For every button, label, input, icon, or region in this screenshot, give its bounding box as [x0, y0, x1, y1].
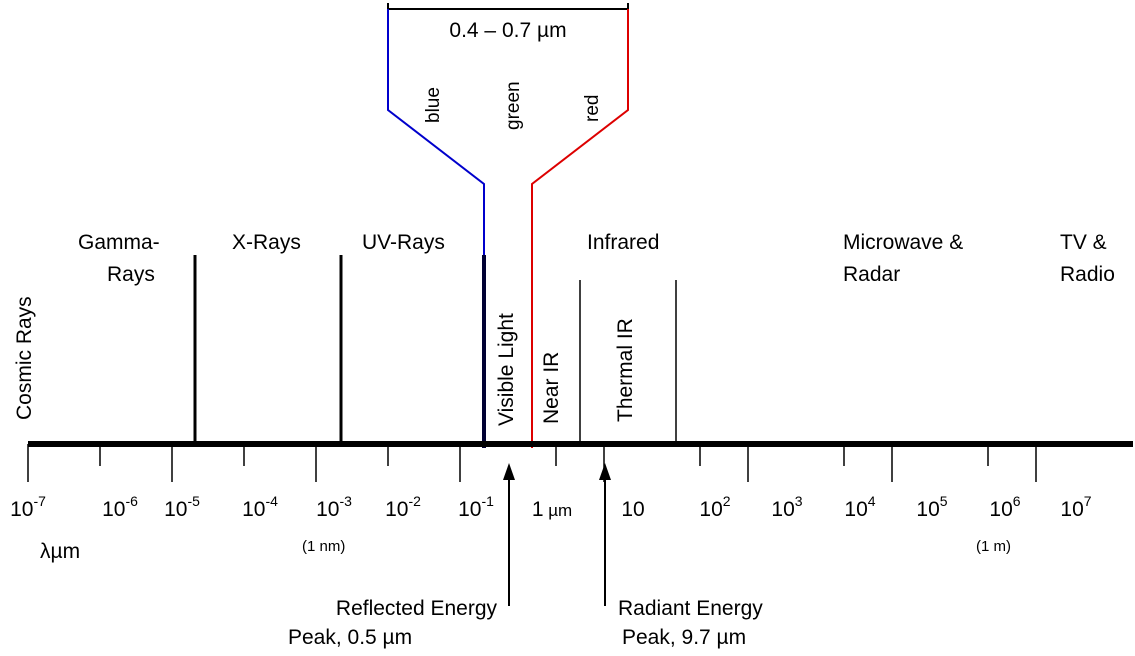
- tick-label-0: 10-7: [10, 493, 46, 521]
- tick-label-12: 105: [916, 493, 947, 521]
- visible-band-funnel: 0.4 – 0.7 µm blue green red: [387, 3, 629, 448]
- tick-label-11: 104: [844, 493, 875, 521]
- tick-label-14: 107: [1060, 493, 1091, 521]
- near-ir-label: Near IR: [540, 352, 563, 424]
- tick-label-exponent: -2: [408, 493, 421, 509]
- tv-radio-label-line2: Radio: [1060, 263, 1115, 286]
- tick-label-9: 102: [699, 493, 730, 521]
- tick-label-7: 1 µm: [532, 498, 572, 521]
- tick-label-4: 10-3: [316, 493, 352, 521]
- tick-label-exponent: 4: [868, 493, 876, 509]
- cosmic-rays-label: Cosmic Rays: [13, 296, 36, 420]
- tick-label-exponent: -1: [481, 493, 494, 509]
- tick-label-exponent: 6: [1013, 493, 1021, 509]
- infrared-label: Infrared: [587, 231, 659, 254]
- tick-label-exponent: 2: [723, 493, 731, 509]
- tv-radio-label-line1: TV &: [1060, 231, 1107, 254]
- red-label: red: [582, 95, 603, 122]
- tick-label-base: 10: [771, 498, 794, 521]
- tick-label-6: 10-1: [458, 493, 494, 521]
- tick-label-base: 10: [621, 498, 644, 521]
- tick-label-8: 10: [621, 498, 644, 521]
- tick-label-base: 10: [844, 498, 867, 521]
- tick-label-3: 10-4: [242, 493, 278, 521]
- tick-label-exponent: -7: [33, 493, 46, 509]
- green-label: green: [503, 81, 524, 130]
- tick-label-base: 10: [458, 498, 481, 521]
- reflected-energy-peak: Reflected Energy Peak, 0.5 µm: [288, 463, 515, 649]
- tick-label-unit: µm: [544, 501, 573, 520]
- red-boundary-line: [531, 9, 629, 448]
- microwave-label-line1: Microwave &: [843, 231, 963, 254]
- tick-label-13: 106: [989, 493, 1020, 521]
- tick-label-5: 10-2: [385, 493, 421, 521]
- radiant-peak-label-line2: Peak, 9.7 µm: [622, 626, 746, 649]
- reflected-peak-arrowhead: [503, 463, 515, 480]
- uv-rays-label: UV-Rays: [362, 231, 445, 254]
- micrometer-unit: µm: [51, 540, 81, 563]
- blue-boundary-line: [387, 9, 485, 448]
- tick-label-base: 10: [102, 498, 125, 521]
- radiant-energy-peak: Radiant Energy Peak, 9.7 µm: [599, 463, 763, 649]
- blue-label: blue: [423, 87, 444, 123]
- lambda-symbol: λ: [40, 540, 51, 563]
- radiant-peak-arrowhead: [599, 463, 611, 480]
- axis-tick-labels: 10-7 10-6 10-5 10-4 10-3 10-2 10-1 1 µm 10 102 103…: [10, 493, 1092, 521]
- visible-range-label: 0.4 – 0.7 µm: [449, 19, 566, 42]
- region-labels: Cosmic Rays Gamma- Rays X-Rays UV-Rays I…: [13, 231, 1115, 426]
- one-nm-note: (1 nm): [302, 538, 345, 555]
- region-dividers: [193, 255, 677, 448]
- tick-label-10: 103: [771, 493, 802, 521]
- tick-label-1: 10-6: [102, 493, 138, 521]
- tick-label-base: 1: [532, 498, 544, 521]
- tick-label-base: 10: [699, 498, 722, 521]
- reflected-peak-label-line1: Reflected Energy: [336, 597, 498, 620]
- axis-tick-marks: [27, 444, 1037, 482]
- tick-label-base: 10: [10, 498, 33, 521]
- one-m-note: (1 m): [976, 538, 1011, 555]
- gamma-rays-label-line2: Rays: [107, 263, 155, 286]
- tick-label-base: 10: [989, 498, 1012, 521]
- tick-label-2: 10-5: [164, 493, 200, 521]
- gamma-rays-label-line1: Gamma-: [78, 231, 160, 254]
- tick-label-base: 10: [242, 498, 265, 521]
- lambda-unit-label: λµm: [40, 540, 80, 563]
- tick-label-base: 10: [164, 498, 187, 521]
- tick-label-base: 10: [385, 498, 408, 521]
- tick-label-exponent: -5: [187, 493, 200, 509]
- radiant-peak-label-line1: Radiant Energy: [618, 597, 763, 620]
- visible-light-label: Visible Light: [495, 313, 518, 426]
- tick-label-exponent: -4: [265, 493, 278, 509]
- tick-label-exponent: -3: [339, 493, 352, 509]
- tick-label-base: 10: [916, 498, 939, 521]
- tick-label-exponent: 5: [940, 493, 948, 509]
- reflected-peak-label-line2: Peak, 0.5 µm: [288, 626, 412, 649]
- tick-label-exponent: 7: [1084, 493, 1092, 509]
- thermal-ir-label: Thermal IR: [614, 318, 637, 422]
- tick-label-base: 10: [1060, 498, 1083, 521]
- x-rays-label: X-Rays: [232, 231, 301, 254]
- tick-label-exponent: -6: [125, 493, 138, 509]
- tick-label-exponent: 3: [795, 493, 803, 509]
- tick-label-base: 10: [316, 498, 339, 521]
- microwave-label-line2: Radar: [843, 263, 900, 286]
